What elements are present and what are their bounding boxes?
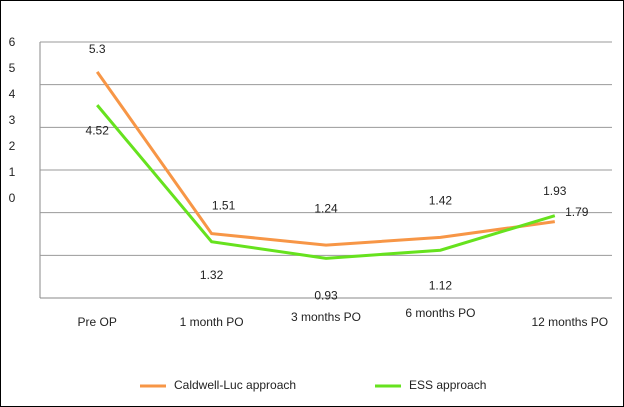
x-tick-label: 6 months PO — [405, 306, 475, 320]
data-label: 1.12 — [429, 278, 453, 292]
data-label: 1.51 — [212, 199, 236, 213]
y-tick-label: 3 — [9, 113, 16, 127]
x-tick-label: Pre OP — [78, 315, 117, 329]
data-label: 1.32 — [200, 268, 224, 282]
y-tick-label: 0 — [9, 191, 16, 205]
data-label: 0.93 — [314, 288, 338, 302]
x-tick-label: 12 months PO — [531, 315, 608, 329]
legend-label: ESS approach — [409, 378, 486, 392]
data-label: 1.24 — [314, 201, 338, 215]
series-line — [96, 104, 556, 260]
data-label: 1.79 — [565, 205, 589, 219]
data-label: 4.52 — [86, 123, 110, 137]
series-line — [95, 71, 556, 247]
y-tick-label: 6 — [9, 35, 16, 49]
y-tick-label: 1 — [9, 165, 16, 179]
data-label: 1.42 — [429, 194, 453, 208]
y-tick-label: 5 — [9, 61, 16, 75]
y-tick-label: 4 — [9, 87, 16, 101]
data-label: 5.3 — [89, 42, 106, 56]
x-tick-label: 3 months PO — [291, 310, 361, 324]
data-label: 1.93 — [543, 184, 567, 198]
x-tick-label: 1 month PO — [180, 315, 244, 329]
y-tick-label: 2 — [9, 139, 16, 153]
legend-label: Caldwell-Luc approach — [174, 378, 296, 392]
